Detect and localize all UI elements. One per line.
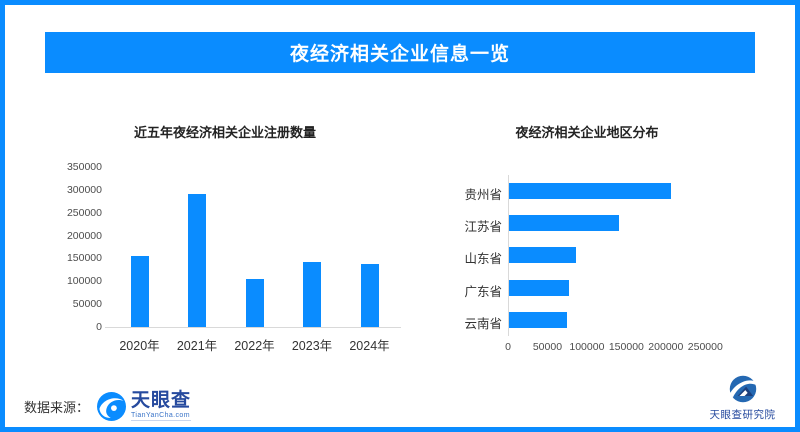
x-category-label: 2024年 bbox=[349, 339, 390, 353]
tianyancha-wordmark-group: 天眼查 TianYanCha.com bbox=[131, 390, 192, 421]
y-tick-label: 250000 bbox=[66, 206, 102, 219]
page-title: 夜经济相关企业信息一览 bbox=[289, 44, 510, 65]
y-tick-label: 50000 bbox=[72, 298, 102, 311]
data-source: 数据来源： 天眼查 TianYanCha.com bbox=[24, 388, 192, 424]
y-category-label: 山东省 bbox=[464, 252, 502, 267]
research-institute-logo-icon bbox=[729, 375, 757, 403]
y-tick-label: 300000 bbox=[66, 183, 102, 196]
registrations-chart-title: 近五年夜经济相关企业注册数量 bbox=[133, 125, 317, 140]
bar-2022年 bbox=[245, 279, 264, 327]
research-institute-brand: 天眼查研究院 bbox=[705, 375, 780, 422]
y-category-label: 江苏省 bbox=[464, 220, 502, 235]
regions-chart-title: 夜经济相关企业地区分布 bbox=[515, 125, 659, 140]
bar-2020年 bbox=[130, 256, 149, 327]
y-axis-line bbox=[508, 175, 509, 336]
bar-2021年 bbox=[188, 194, 206, 327]
tianyancha-wordmark: 天眼查 bbox=[131, 390, 192, 411]
x-tick-label: 250000 bbox=[687, 341, 723, 353]
y-category-label: 广东省 bbox=[464, 284, 502, 299]
x-tick-label: 50000 bbox=[532, 341, 563, 353]
bar-2024年 bbox=[360, 264, 379, 327]
bar-2023年 bbox=[303, 262, 321, 327]
page-title-banner: 夜经济相关企业信息一览 bbox=[45, 32, 755, 73]
x-category-label: 2020年 bbox=[119, 339, 160, 353]
bar-江苏省 bbox=[509, 215, 620, 232]
x-axis-line bbox=[105, 327, 401, 328]
data-source-label: 数据来源： bbox=[24, 399, 90, 415]
x-tick-label: 100000 bbox=[569, 341, 605, 353]
tianyancha-logo-icon bbox=[97, 391, 127, 421]
bar-广东省 bbox=[509, 279, 569, 296]
bar-贵州省 bbox=[509, 183, 671, 199]
bar-山东省 bbox=[509, 247, 577, 264]
y-tick-label: 100000 bbox=[66, 275, 102, 288]
x-category-label: 2022年 bbox=[234, 339, 275, 353]
y-tick-label: 150000 bbox=[66, 252, 102, 265]
tianyancha-domain: TianYanCha.com bbox=[131, 412, 192, 421]
y-tick-label: 200000 bbox=[66, 229, 102, 242]
x-category-label: 2021年 bbox=[176, 339, 218, 353]
y-tick-label: 0 bbox=[96, 321, 102, 333]
research-institute-name: 天眼查研究院 bbox=[709, 409, 776, 421]
y-tick-label: 350000 bbox=[66, 161, 102, 173]
y-category-label: 云南省 bbox=[464, 316, 502, 331]
y-category-label: 贵州省 bbox=[464, 188, 502, 202]
bar-云南省 bbox=[509, 311, 568, 328]
x-category-label: 2023年 bbox=[291, 339, 333, 353]
x-tick-label: 0 bbox=[505, 341, 511, 353]
x-tick-label: 150000 bbox=[608, 341, 644, 353]
x-tick-label: 200000 bbox=[648, 341, 684, 353]
